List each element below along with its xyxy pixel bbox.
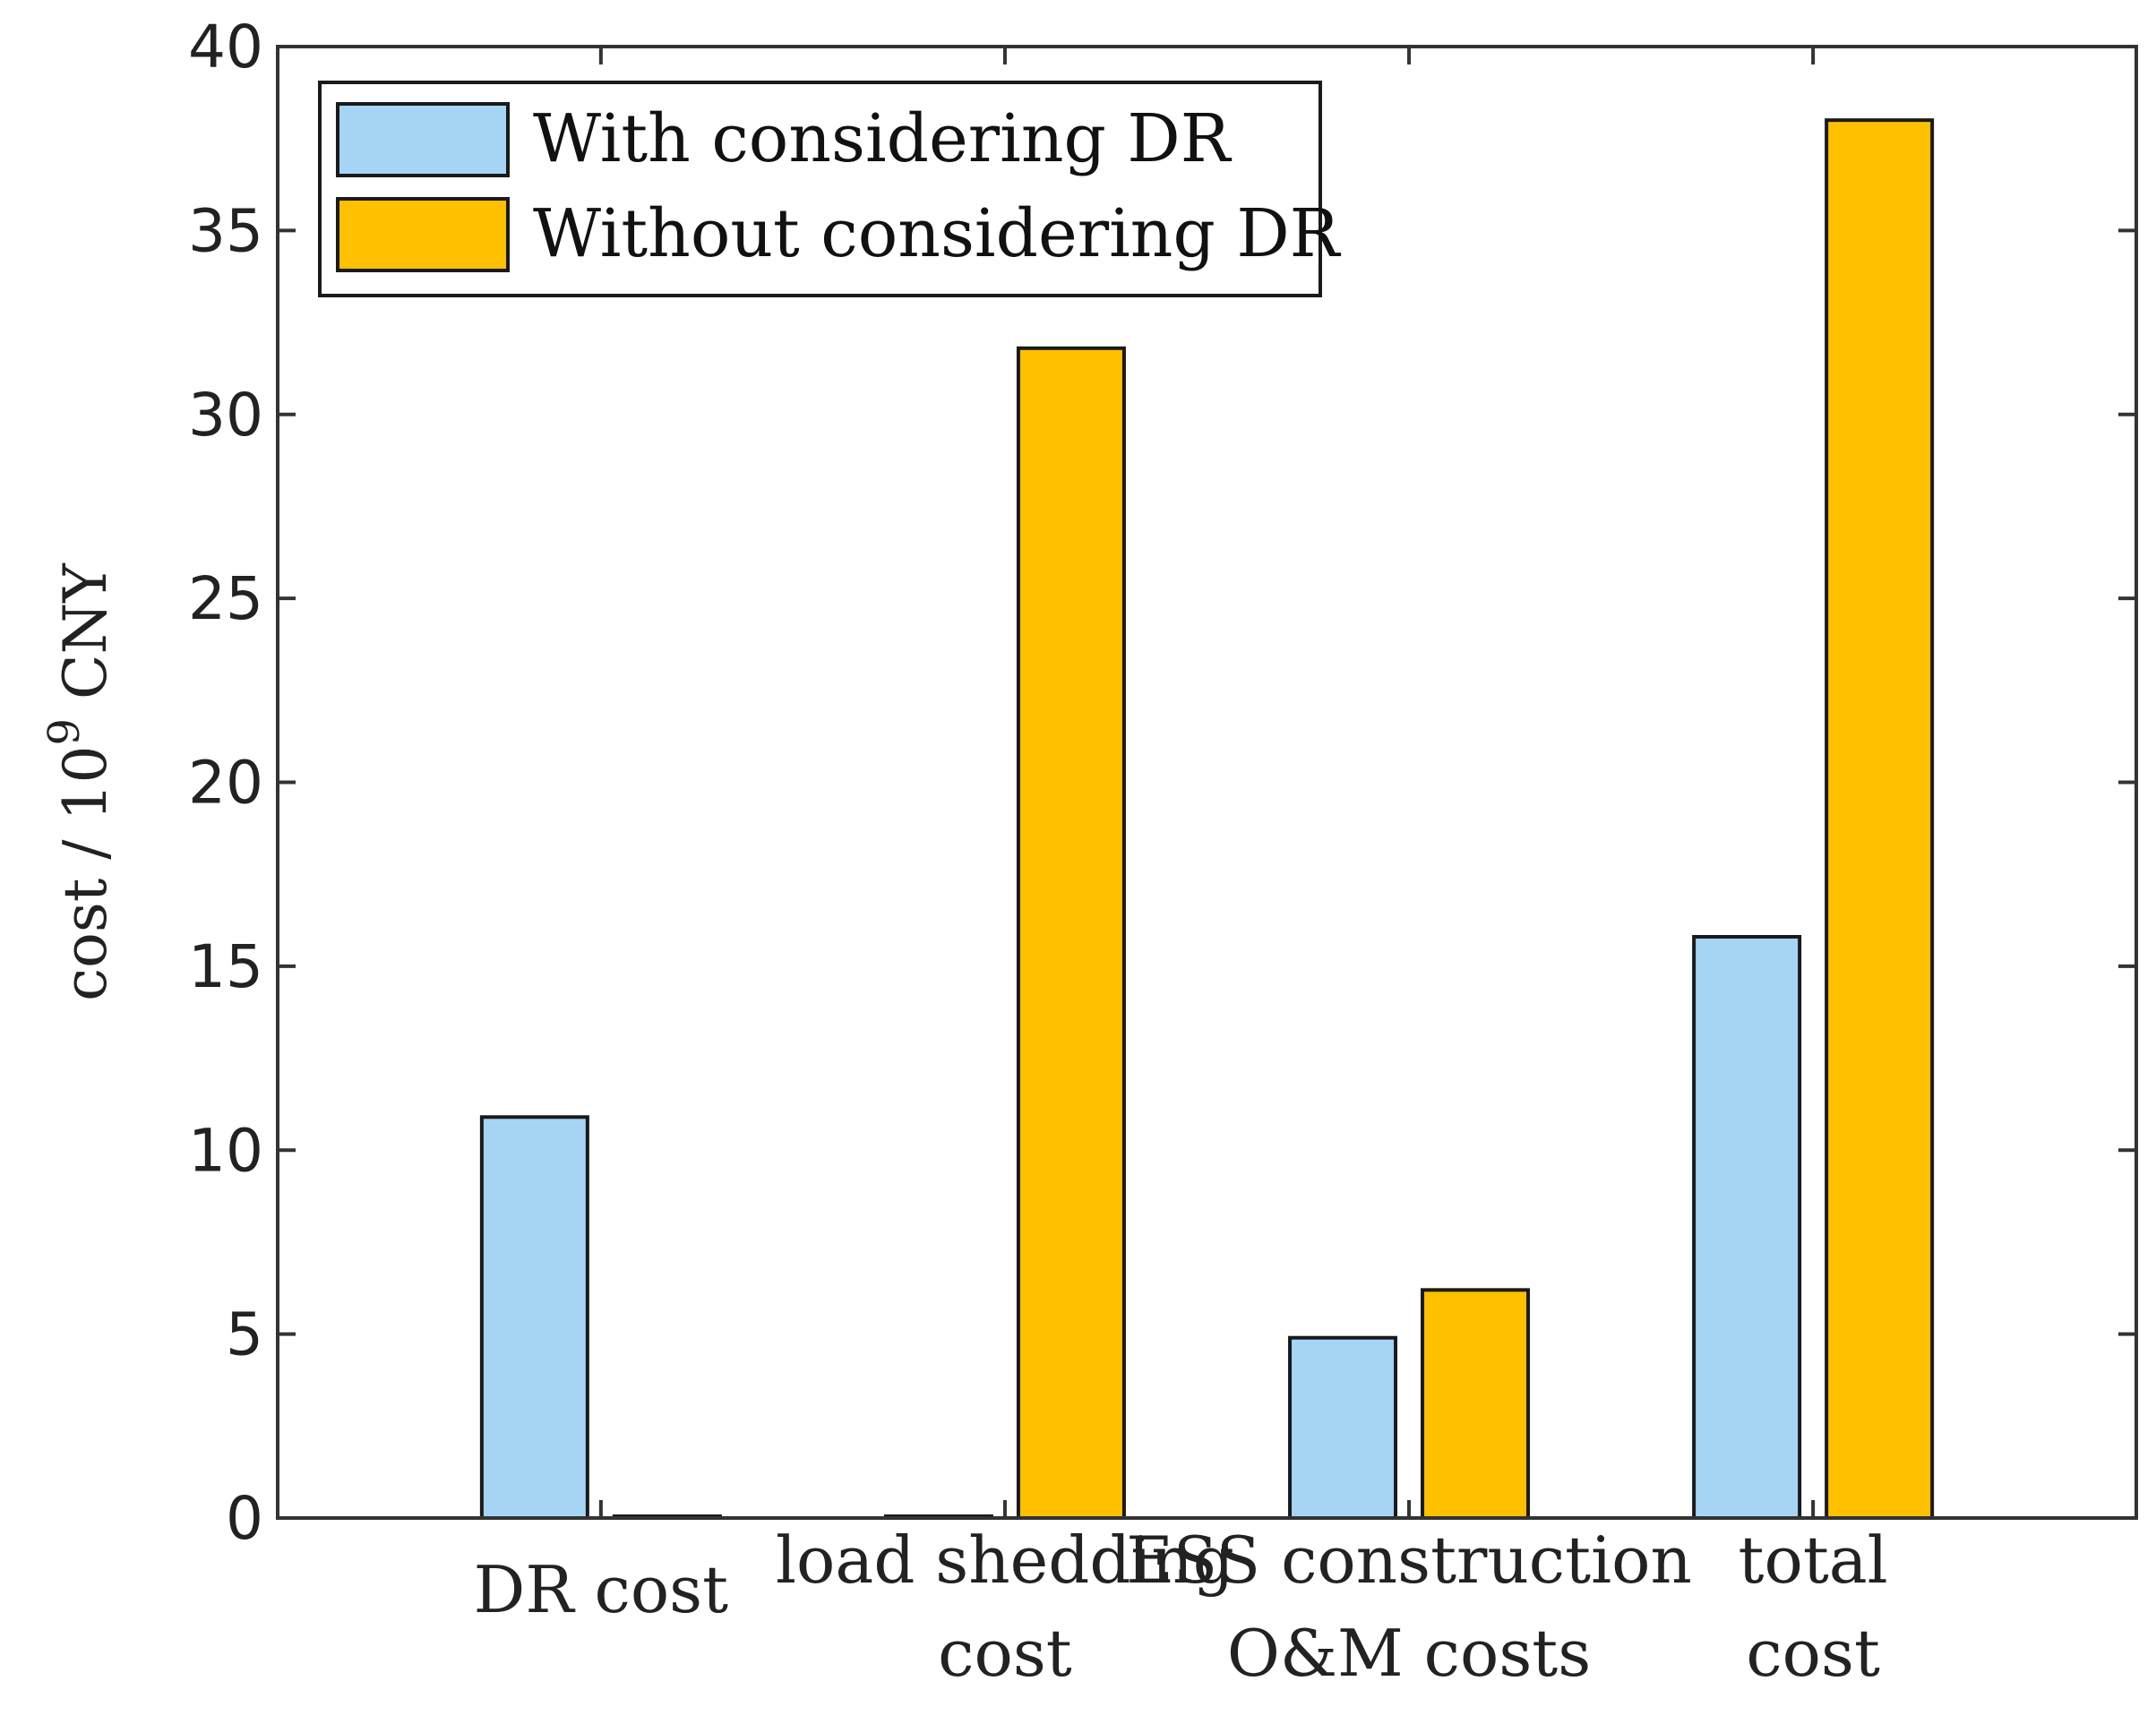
bar-series-2-cat-2	[1016, 346, 1126, 1521]
x-tick-label-1-line-1: DR cost	[474, 1552, 728, 1627]
legend-swatch-2	[336, 197, 510, 272]
bar-series-1-cat-4	[1692, 935, 1802, 1520]
bar-series-1-cat-1	[479, 1115, 589, 1520]
x-tick-label-3-line-1: ESS construction	[1126, 1522, 1692, 1598]
axes-group: DR cost load shedding cost ESS construction…	[188, 13, 2138, 1691]
y-tick-label-35: 35	[188, 196, 263, 265]
y-tick-label-40: 40	[188, 13, 263, 81]
bars-group	[479, 118, 1935, 1521]
legend-label-1: With considering DR	[533, 100, 1233, 177]
x-tick-label-4-line-2: cost	[1746, 1616, 1880, 1691]
bar-series-2-cat-3	[1421, 1288, 1531, 1520]
y-tick-label-0: 0	[226, 1484, 263, 1553]
y-tick-label-25: 25	[188, 564, 263, 633]
y-tick-label-20: 20	[188, 749, 263, 818]
legend: With considering DR Without considering D…	[318, 81, 1342, 297]
y-tick-label-15: 15	[188, 932, 263, 1001]
y-axis-label-exponent: 9	[39, 718, 90, 746]
y-tick-label-10: 10	[188, 1116, 263, 1185]
bar-series-2-cat-4	[1825, 118, 1935, 1520]
y-axis-label-suffix: CNY	[51, 562, 120, 718]
y-axis-label: cost / 109 CNY	[39, 562, 120, 1001]
y-tick-label-30: 30	[188, 381, 263, 450]
y-tick-label-5: 5	[226, 1300, 263, 1369]
legend-label-2: Without considering DR	[533, 195, 1342, 272]
x-tick-label-2-line-1: load shedding	[776, 1522, 1234, 1598]
y-axis-label-prefix: cost / 10	[51, 746, 120, 1001]
x-tick-label-4-line-1: total	[1739, 1522, 1888, 1598]
x-tick-label-2-line-2: cost	[938, 1616, 1072, 1691]
legend-swatch-1	[336, 102, 510, 177]
x-tick-label-3-line-2: O&M costs	[1227, 1616, 1591, 1691]
bar-series-1-cat-3	[1288, 1335, 1398, 1521]
y-axis-label-group: cost / 109 CNY	[39, 562, 120, 1001]
